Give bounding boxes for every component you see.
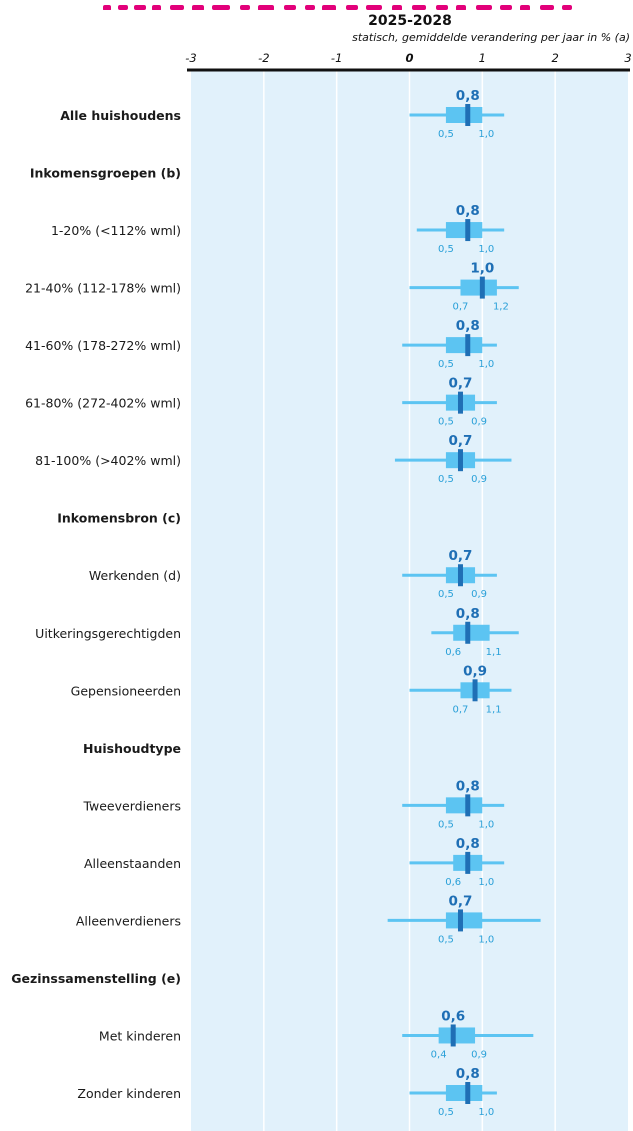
median-marker: [465, 104, 470, 126]
box-low-label: 0,5: [438, 1107, 454, 1118]
x-tick-label: -1: [331, 51, 342, 65]
box-low-label: 0,5: [438, 589, 454, 600]
median-label: 0,7: [449, 893, 473, 909]
median-label: 0,7: [449, 548, 473, 564]
row-header: Inkomensgroepen (b): [30, 166, 181, 181]
box-high-label: 1,0: [478, 359, 494, 370]
box: [453, 625, 489, 641]
median-marker: [458, 392, 463, 414]
box-low-label: 0,4: [431, 1049, 447, 1060]
x-tick-label: 3: [624, 51, 631, 65]
x-tick-label: -2: [258, 51, 269, 65]
box-low-label: 0,6: [445, 877, 461, 888]
median-marker: [465, 852, 470, 874]
box: [446, 107, 482, 123]
row-header: Inkomensbron (c): [57, 511, 181, 526]
box-high-label: 1,0: [478, 129, 494, 140]
box-high-label: 1,0: [478, 819, 494, 830]
row-label: Inkomensbron (c): [57, 511, 181, 526]
median-marker: [465, 334, 470, 356]
median-label: 0,9: [463, 663, 487, 679]
box-high-label: 1,0: [478, 934, 494, 945]
box: [460, 280, 496, 296]
row-label: Tweeverdieners: [82, 798, 181, 813]
median-marker: [473, 679, 478, 701]
row-label: Gezinssamenstelling (e): [11, 971, 181, 986]
row-label: Alle huishoudens: [60, 108, 181, 123]
row-label: Alleenverdieners: [76, 913, 181, 928]
median-label: 0,8: [456, 88, 480, 104]
box-low-label: 0,5: [438, 934, 454, 945]
box-high-label: 0,9: [471, 1049, 487, 1060]
chart-subtitle: statisch, gemiddelde verandering per jaa…: [352, 31, 630, 44]
median-label: 1,0: [470, 261, 494, 277]
median-marker: [451, 1024, 456, 1046]
row-header: Huishoudtype: [83, 741, 181, 756]
box-low-label: 0,5: [438, 244, 454, 255]
box-low-label: 0,7: [453, 302, 469, 313]
row-label: Met kinderen: [99, 1028, 181, 1043]
row-label: 81-100% (>402% wml): [35, 453, 181, 468]
box-high-label: 0,9: [471, 417, 487, 428]
row-label: 41-60% (178-272% wml): [25, 338, 181, 353]
row-header: Gezinssamenstelling (e): [11, 971, 181, 986]
median-label: 0,6: [441, 1008, 465, 1024]
box: [446, 797, 482, 813]
box-low-label: 0,5: [438, 474, 454, 485]
box-high-label: 0,9: [471, 474, 487, 485]
row-label: 21-40% (112-178% wml): [25, 281, 181, 296]
median-label: 0,8: [456, 318, 480, 334]
median-label: 0,8: [456, 203, 480, 219]
box-low-label: 0,5: [438, 129, 454, 140]
row-label: 1-20% (<112% wml): [51, 223, 181, 238]
median-label: 0,8: [456, 836, 480, 852]
x-tick-label: -3: [185, 51, 196, 65]
median-label: 0,8: [456, 606, 480, 622]
row-label: Uitkeringsgerechtigden: [35, 626, 181, 641]
box-high-label: 1,0: [478, 244, 494, 255]
median-label: 0,7: [449, 433, 473, 449]
median-marker: [465, 794, 470, 816]
row-label: Alleenstaanden: [84, 856, 181, 871]
chart-title: 2025-2028: [368, 13, 452, 29]
box-low-label: 0,6: [445, 647, 461, 658]
box: [439, 1027, 475, 1043]
row-label: Huishoudtype: [83, 741, 181, 756]
x-axis-ticks: -3 -2 -1 0 1 2 3: [185, 51, 631, 65]
median-marker: [465, 622, 470, 644]
box-high-label: 1,2: [493, 302, 509, 313]
box-high-label: 1,0: [478, 1107, 494, 1118]
x-tick-label: 1: [479, 51, 486, 65]
box-low-label: 0,7: [453, 704, 469, 715]
box-low-label: 0,5: [438, 417, 454, 428]
box-high-label: 1,1: [486, 704, 502, 715]
row-label: Werkenden (d): [89, 568, 181, 583]
x-tick-label: 2: [552, 51, 559, 65]
box-high-label: 0,9: [471, 589, 487, 600]
median-label: 0,8: [456, 1066, 480, 1082]
row-label: Gepensioneerden: [71, 683, 181, 698]
median-label: 0,7: [449, 376, 473, 392]
box: [446, 337, 482, 353]
box-low-label: 0,5: [438, 819, 454, 830]
row-label: Zonder kinderen: [77, 1086, 181, 1101]
median-marker: [465, 1082, 470, 1104]
box: [446, 222, 482, 238]
box: [446, 912, 482, 928]
median-label: 0,8: [456, 778, 480, 794]
median-marker: [480, 277, 485, 299]
median-marker: [458, 449, 463, 471]
median-marker: [465, 219, 470, 241]
median-marker: [458, 564, 463, 586]
box: [446, 1085, 482, 1101]
box-high-label: 1,0: [478, 877, 494, 888]
box-low-label: 0,5: [438, 359, 454, 370]
box-high-label: 1,1: [486, 647, 502, 658]
row-label: 61-80% (272-402% wml): [25, 396, 181, 411]
row-label: Inkomensgroepen (b): [30, 166, 181, 181]
median-marker: [458, 909, 463, 931]
x-tick-label: 0: [405, 51, 413, 65]
